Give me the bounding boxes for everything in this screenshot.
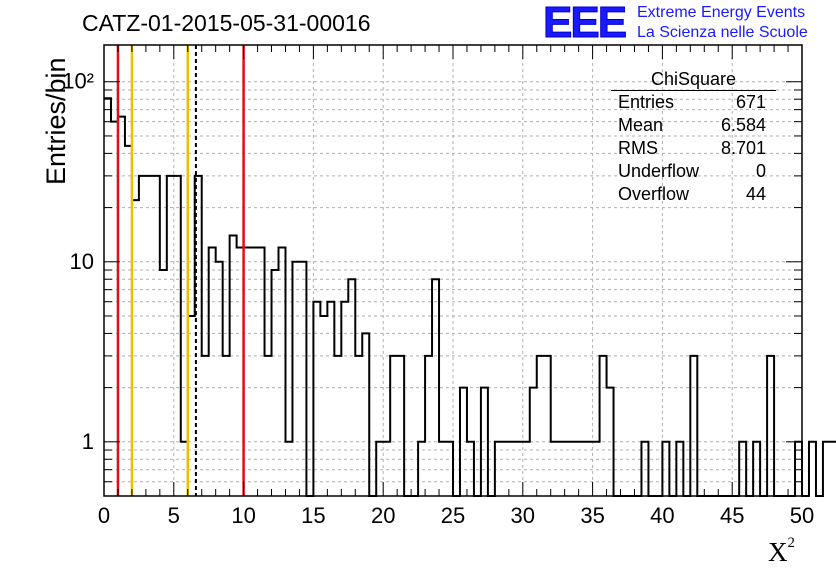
chart-title: CATZ-01-2015-05-31-00016 — [82, 10, 371, 36]
stats-title: ChiSquare — [611, 68, 776, 91]
stats-label: Underflow — [618, 161, 700, 181]
x-tick-label: 5 — [168, 503, 180, 528]
x-tick-label: 35 — [580, 503, 604, 528]
x-tick-label: 50 — [790, 503, 814, 528]
y-tick-label: 10² — [62, 69, 94, 94]
x-tick-label: 20 — [371, 503, 395, 528]
logo-line-2: La Scienza nelle Scuole — [637, 24, 808, 41]
grid-lines — [104, 45, 802, 496]
stats-label: RMS — [618, 138, 658, 158]
logo-line-1: Extreme Energy Events — [637, 4, 806, 21]
stats-value: 0 — [755, 161, 766, 181]
x-tick-label: 15 — [301, 503, 325, 528]
axis-ticks — [103, 45, 803, 497]
x-axis-label: X2 — [768, 535, 796, 568]
stats-row-entries: Entries 671 — [611, 91, 776, 114]
stats-value: 8.701 — [720, 138, 766, 158]
x-tick-label: 10 — [231, 503, 255, 528]
eee-logo-mark: EEE — [542, 0, 627, 48]
stats-label: Mean — [618, 115, 664, 135]
histogram-line — [104, 97, 836, 497]
eee-logo: EEE Extreme Energy Events La Scienza nel… — [542, 0, 833, 48]
stats-row-underflow: Underflow 0 — [611, 160, 776, 183]
stats-value: 44 — [745, 184, 766, 204]
stats-box: ChiSquare Entries 671 Mean 6.584 RMS 8.7… — [611, 68, 776, 206]
x-tick-label: 45 — [720, 503, 744, 528]
x-axis-label-sup: 2 — [787, 535, 796, 551]
y-axis-label: Entries/bin — [41, 57, 71, 185]
histogram-series — [104, 97, 836, 497]
x-tick-label: 40 — [650, 503, 674, 528]
x-tick-label: 25 — [441, 503, 465, 528]
axis-tick-labels: 0 5 10 15 20 25 30 35 40 45 50 1 10 10² — [62, 69, 814, 528]
x-tick-label: 30 — [511, 503, 535, 528]
y-axis-label-box: Entries/bin — [8, 57, 71, 185]
stats-label: Entries — [618, 92, 675, 112]
stats-row-mean: Mean 6.584 — [611, 114, 776, 137]
stats-row-rms: RMS 8.701 — [611, 137, 776, 160]
y-tick-label: 1 — [82, 429, 94, 454]
stats-label: Overflow — [618, 184, 690, 204]
x-tick-label: 0 — [98, 503, 110, 528]
y-tick-label: 10 — [70, 249, 94, 274]
stats-value: 6.584 — [720, 115, 766, 135]
stats-value: 671 — [735, 92, 766, 112]
x-axis-label-base: X — [768, 537, 788, 567]
marker-lines — [116, 45, 245, 496]
stats-row-overflow: Overflow 44 — [611, 183, 776, 206]
